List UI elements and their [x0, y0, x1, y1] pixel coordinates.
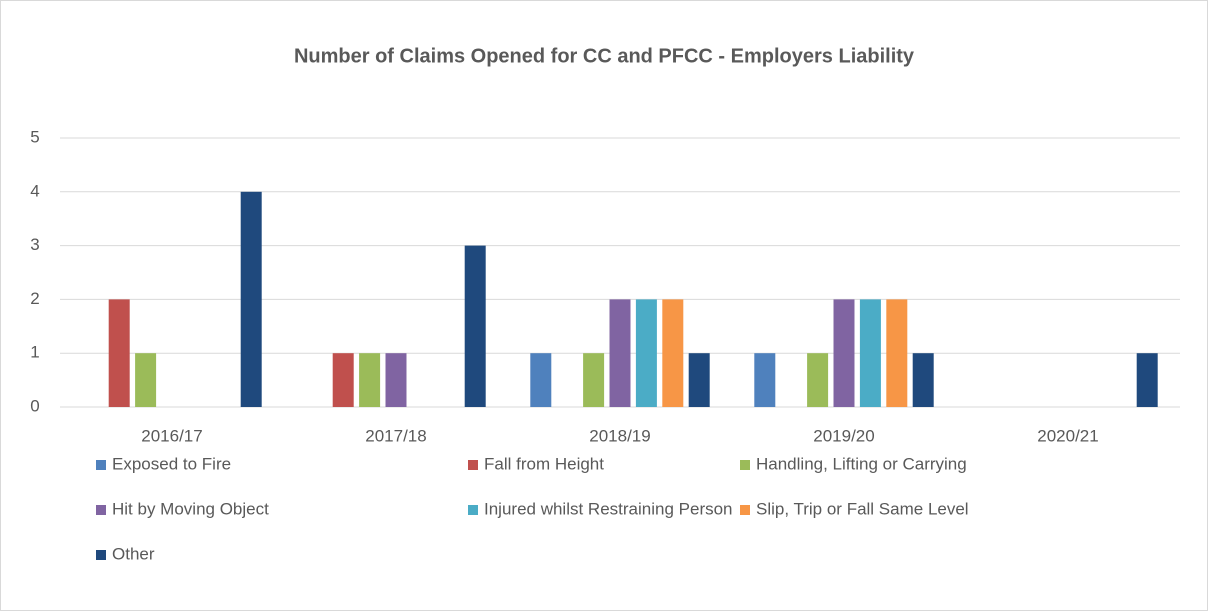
bar: [635, 299, 657, 407]
bar: [240, 191, 262, 407]
legend-label: Exposed to Fire: [112, 454, 231, 473]
bar: [833, 299, 855, 407]
legend-swatch: [96, 550, 106, 560]
bar: [464, 245, 486, 407]
legend-label: Injured whilst Restraining Person: [484, 499, 733, 518]
y-tick-label: 1: [30, 343, 39, 362]
bar: [359, 353, 381, 407]
bar: [662, 299, 684, 407]
bar: [135, 353, 157, 407]
legend-swatch: [96, 460, 106, 470]
x-tick-label: 2017/18: [365, 426, 426, 445]
bar: [886, 299, 908, 407]
bar: [583, 353, 605, 407]
bar: [688, 353, 710, 407]
x-tick-label: 2020/21: [1037, 426, 1098, 445]
legend-label: Slip, Trip or Fall Same Level: [756, 499, 969, 518]
legend-swatch: [468, 505, 478, 515]
bar: [859, 299, 881, 407]
y-tick-label: 3: [30, 235, 39, 254]
bar: [609, 299, 631, 407]
bar: [108, 299, 130, 407]
bar: [385, 353, 407, 407]
legend-label: Other: [112, 544, 155, 563]
y-tick-label: 5: [30, 127, 39, 146]
chart-title: Number of Claims Opened for CC and PFCC …: [294, 45, 915, 67]
legend-label: Hit by Moving Object: [112, 499, 269, 518]
bar: [807, 353, 829, 407]
x-tick-label: 2018/19: [589, 426, 650, 445]
bar: [912, 353, 934, 407]
bar: [1136, 353, 1158, 407]
y-tick-label: 4: [30, 181, 39, 200]
legend-swatch: [96, 505, 106, 515]
legend-swatch: [740, 505, 750, 515]
legend-label: Fall from Height: [484, 454, 604, 473]
x-tick-label: 2016/17: [141, 426, 202, 445]
bar: [332, 353, 354, 407]
legend-swatch: [468, 460, 478, 470]
bar: [530, 353, 552, 407]
legend-label: Handling, Lifting or Carrying: [756, 454, 967, 473]
y-tick-label: 0: [30, 396, 39, 415]
x-tick-label: 2019/20: [813, 426, 874, 445]
y-tick-label: 2: [30, 289, 39, 308]
legend-swatch: [740, 460, 750, 470]
bar: [754, 353, 776, 407]
